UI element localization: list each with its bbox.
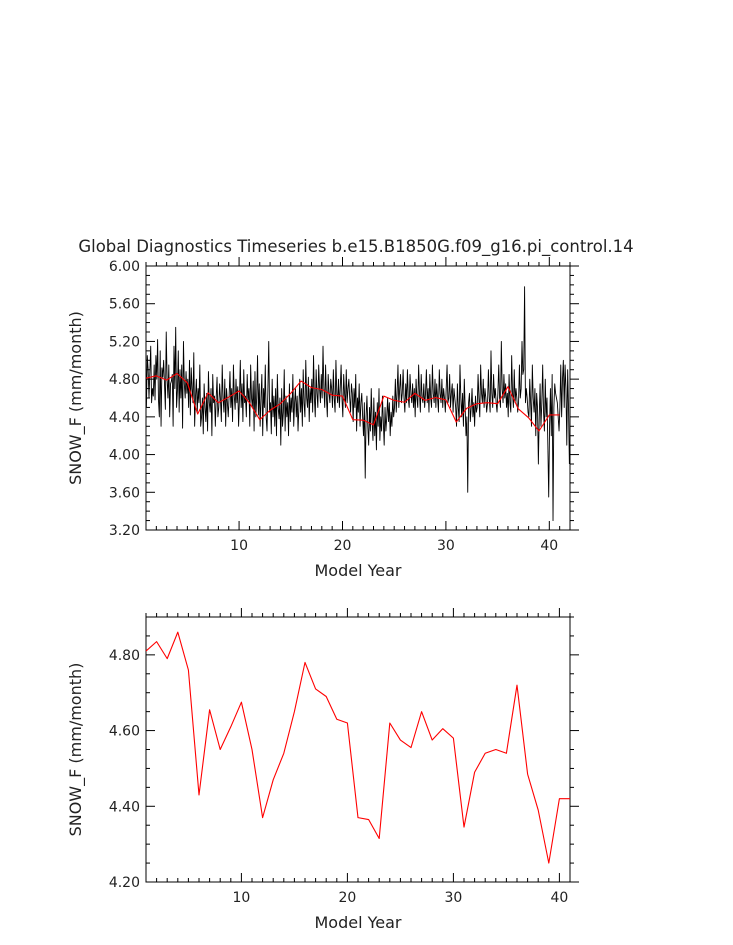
y-tick-label: 4.20 (109, 875, 140, 891)
y-axis-label: SNOW_F (mm/month) (66, 663, 86, 837)
y-tick-label: 4.80 (109, 372, 140, 388)
monthly-panel: 10 20 30 40 3.20 3.60 4.00 4.40 4.80 5.20 5.60 6.00… (66, 257, 579, 580)
x-tick-label: 10 (230, 538, 248, 554)
x-tick-label: 40 (550, 890, 568, 906)
annual-panel: 10 20 30 40 4.20 4.40 4.60 4.80 Model Year SNOW_F… (66, 608, 579, 932)
plot-frame (145, 616, 571, 883)
x-tick-label: 30 (437, 538, 455, 554)
y-tick-label: 4.00 (109, 448, 140, 464)
y-tick-label: 4.40 (109, 410, 140, 426)
x-tick-label: 20 (338, 890, 356, 906)
figure-title: Global Diagnostics Timeseries b.e15.B185… (78, 237, 633, 257)
annual-mean-series-line (145, 631, 570, 864)
y-tick-label: 4.80 (109, 648, 140, 664)
x-tick-label: 30 (444, 890, 462, 906)
annual-mean-series-line (145, 372, 560, 432)
y-tick-label: 5.60 (109, 297, 140, 313)
x-tick-label: 10 (232, 890, 250, 906)
x-axis-label: Model Year (315, 913, 402, 932)
x-axis-label: Model Year (315, 561, 402, 580)
y-axis-label: SNOW_F (mm/month) (66, 311, 86, 485)
y-tick-label: 5.20 (109, 334, 140, 350)
x-tick-label: 40 (540, 538, 558, 554)
y-tick-label: 6.00 (109, 259, 140, 275)
y-tick-label: 4.40 (109, 799, 140, 815)
y-tick-label: 3.60 (109, 485, 140, 501)
monthly-series-line (145, 286, 570, 522)
y-tick-label: 3.20 (109, 523, 140, 539)
y-tick-label: 4.60 (109, 724, 140, 740)
x-tick-label: 20 (334, 538, 352, 554)
